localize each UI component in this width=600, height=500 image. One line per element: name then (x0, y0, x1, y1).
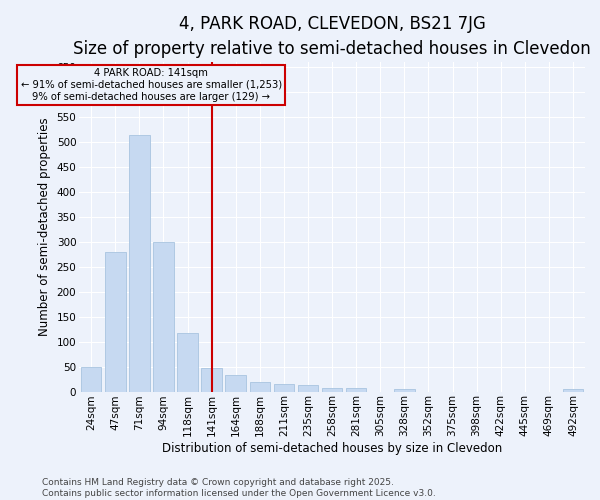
Bar (274, 384, 294, 392)
Bar (563, 389, 583, 392)
X-axis label: Distribution of semi-detached houses by size in Clevedon: Distribution of semi-detached houses by … (162, 442, 502, 455)
Bar (81, 366, 101, 392)
Bar (394, 389, 415, 392)
Title: 4, PARK ROAD, CLEVEDON, BS21 7JG
Size of property relative to semi-detached hous: 4, PARK ROAD, CLEVEDON, BS21 7JG Size of… (73, 15, 591, 58)
Text: Contains HM Land Registry data © Crown copyright and database right 2025.
Contai: Contains HM Land Registry data © Crown c… (42, 478, 436, 498)
Text: 4 PARK ROAD: 141sqm
← 91% of semi-detached houses are smaller (1,253)
9% of semi: 4 PARK ROAD: 141sqm ← 91% of semi-detach… (21, 68, 282, 102)
Bar (202, 368, 222, 392)
Bar (105, 252, 125, 392)
Bar (226, 375, 246, 392)
Bar (129, 134, 149, 392)
Bar (177, 332, 198, 392)
Bar (322, 388, 343, 392)
Bar (153, 242, 173, 392)
Bar (298, 384, 318, 392)
Bar (346, 388, 367, 392)
Y-axis label: Number of semi-detached properties: Number of semi-detached properties (38, 118, 51, 336)
Bar (250, 382, 270, 392)
